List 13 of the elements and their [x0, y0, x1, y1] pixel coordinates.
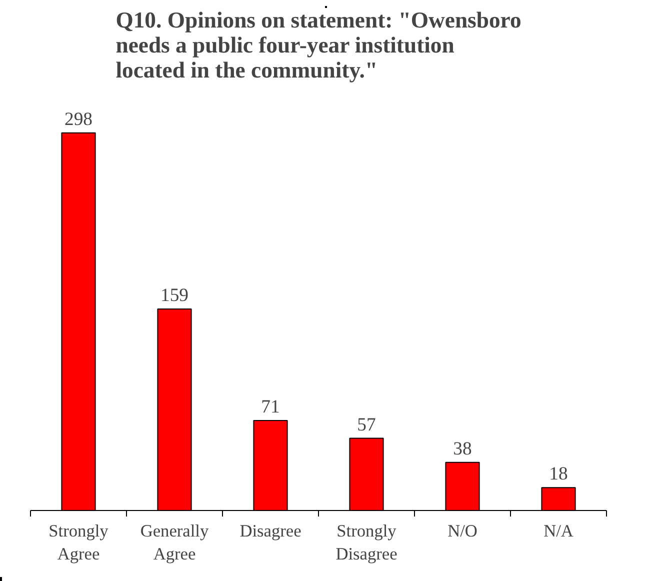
data-label: 298 — [64, 108, 92, 130]
x-tick-label: Disagree — [240, 522, 302, 540]
x-tick-label: Strongly Agree — [48, 522, 109, 564]
data-label: 159 — [160, 284, 188, 306]
x-tick-label: N/O — [448, 522, 478, 540]
x-tick-label: Strongly Disagree — [336, 522, 398, 564]
data-label: 38 — [453, 438, 472, 460]
x-tick-label: N/A — [544, 522, 574, 540]
data-label: 71 — [261, 396, 280, 418]
data-label: 18 — [549, 464, 568, 485]
x-tick-label: Generally Agree — [140, 522, 209, 564]
data-label: 57 — [357, 414, 376, 436]
chart-title: Q10. Opinions on statement: "Owensboro needs a public four-year institution located in the community." — [116, 8, 522, 82]
